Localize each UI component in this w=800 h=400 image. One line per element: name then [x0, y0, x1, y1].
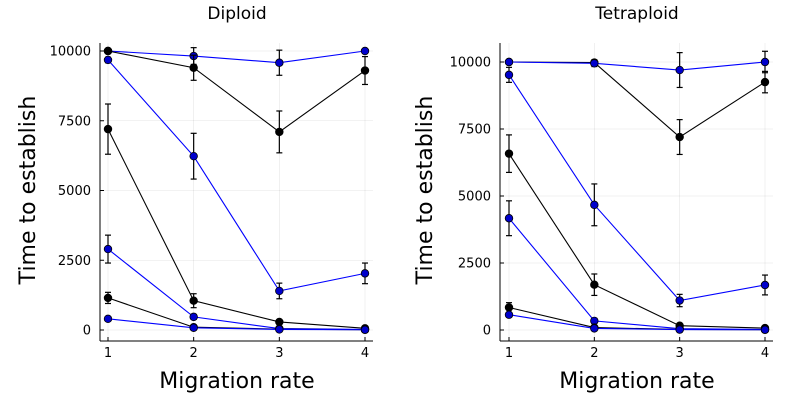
- data-point: [103, 314, 113, 324]
- series: [504, 66, 770, 308]
- x-tick-label: 2: [590, 346, 598, 361]
- y-tick-label: 10000: [450, 56, 491, 71]
- data-point: [189, 312, 198, 322]
- data-point: [360, 66, 370, 75]
- data-point: [189, 151, 198, 161]
- x-tick-label: 4: [761, 346, 769, 361]
- panel-tetraploid: 1 2 3 4 0 2500 5000 7500 10000 Tetraploid Migratio…: [413, 4, 773, 394]
- data-point: [760, 57, 770, 67]
- data-point: [675, 325, 684, 334]
- x-tick-label: 1: [505, 346, 513, 361]
- x-tick-label: 2: [190, 346, 198, 361]
- y-tick-label: 2500: [458, 257, 491, 272]
- series-line: [508, 217, 766, 331]
- series-line: [107, 248, 366, 330]
- series-line: [107, 128, 366, 329]
- panel-diploid: 1 2 3 4 0 2500 5000 7500 10000 Diploid Migration r…: [16, 4, 373, 394]
- data-point: [189, 323, 198, 332]
- series-line: [508, 153, 766, 329]
- series-line: [508, 314, 766, 331]
- data-point: [504, 214, 514, 223]
- data-point: [504, 310, 514, 319]
- series: [504, 57, 770, 156]
- y-tick-label: 7500: [58, 114, 91, 129]
- data-point: [103, 293, 113, 303]
- data-point: [189, 63, 198, 72]
- panel-title: Tetraploid: [594, 4, 678, 24]
- y-tick-label: 10000: [50, 45, 91, 60]
- data-point: [760, 325, 770, 334]
- series-line: [107, 50, 366, 133]
- series-line: [107, 318, 366, 331]
- y-tick-label: 5000: [458, 190, 491, 205]
- data-point: [504, 149, 514, 158]
- x-axis-label: Migration rate: [159, 369, 314, 394]
- x-tick-label: 3: [676, 346, 684, 361]
- series: [504, 310, 770, 334]
- series-line: [508, 306, 766, 331]
- series: [504, 200, 770, 334]
- data-point: [103, 124, 113, 134]
- x-tick-label: 4: [361, 346, 369, 361]
- data-point: [675, 65, 684, 75]
- data-point: [675, 296, 684, 305]
- y-tick-label: 0: [83, 324, 91, 339]
- series: [103, 314, 370, 334]
- x-tick-label: 1: [104, 346, 112, 361]
- x-axis-label: Migration rate: [559, 369, 714, 394]
- series-line: [508, 74, 766, 302]
- series: [103, 234, 370, 334]
- data-point: [760, 280, 770, 290]
- data-point: [590, 280, 599, 289]
- y-axis-label: Time to establish: [413, 96, 438, 286]
- data-point: [360, 269, 370, 278]
- series-line: [107, 59, 366, 292]
- y-tick-label: 0: [483, 324, 491, 339]
- series-line: [107, 50, 366, 64]
- y-tick-label: 2500: [58, 254, 91, 269]
- data-point: [103, 46, 113, 56]
- data-point: [360, 325, 370, 334]
- data-point: [275, 127, 284, 137]
- data-point: [760, 77, 770, 87]
- series: [103, 55, 370, 300]
- data-point: [103, 244, 113, 254]
- series: [103, 103, 370, 333]
- series: [103, 291, 370, 334]
- series: [103, 46, 370, 154]
- series: [103, 46, 370, 76]
- data-point: [275, 58, 284, 67]
- data-point: [590, 59, 599, 68]
- series: [504, 50, 770, 89]
- data-point: [590, 200, 599, 210]
- data-point: [189, 296, 198, 305]
- y-tick-label: 5000: [58, 184, 91, 199]
- panel-title: Diploid: [207, 4, 266, 24]
- data-point: [675, 132, 684, 142]
- data-point: [103, 55, 113, 65]
- series-line: [508, 61, 766, 138]
- x-tick-label: 3: [275, 346, 283, 361]
- data-point: [360, 46, 370, 56]
- data-point: [504, 57, 514, 67]
- data-point: [590, 324, 599, 333]
- series-line: [508, 61, 766, 71]
- data-point: [275, 286, 284, 296]
- data-point: [504, 303, 514, 312]
- series: [504, 134, 770, 333]
- y-axis-label: Time to establish: [16, 96, 41, 286]
- y-tick-label: 7500: [458, 123, 491, 138]
- data-point: [275, 325, 284, 334]
- data-point: [504, 70, 514, 80]
